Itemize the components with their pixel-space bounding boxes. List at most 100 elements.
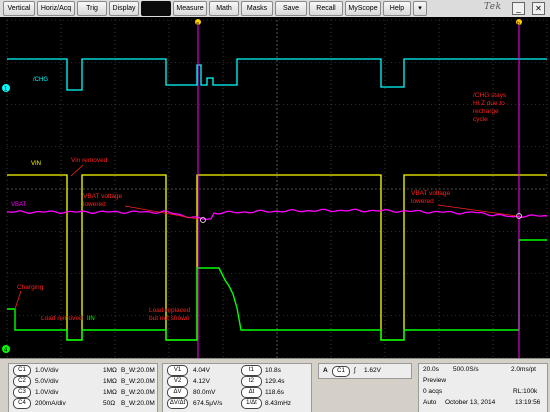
cursor-tag: 1/Δt bbox=[241, 398, 262, 409]
menu-dropdown-icon[interactable]: ▾ bbox=[413, 1, 427, 16]
menu-math[interactable]: Math bbox=[209, 1, 239, 16]
channel-row[interactable]: C2 5.0V/div 1MΩ B_W:20.0M bbox=[13, 376, 155, 387]
annotation-vbat-lowered-2: VBAT voltage bbox=[411, 190, 451, 197]
channel-bandwidth: B_W:20.0M bbox=[121, 400, 155, 407]
cursor-value: 4.04V bbox=[193, 367, 210, 374]
annotation-charging-arrow bbox=[14, 290, 22, 310]
ch3-vbat-trace bbox=[6, 208, 548, 220]
acquisition-count: 0 acqs bbox=[423, 388, 443, 395]
ch4-marker-label: 4 bbox=[4, 348, 8, 354]
menu-vertical[interactable]: Vertical bbox=[3, 1, 35, 16]
channel-row[interactable]: C3 1.0V/div 1MΩ B_W:20.0M bbox=[13, 387, 155, 398]
cursor-value: 8.43mHz bbox=[265, 400, 292, 407]
ch1-label: /CHG bbox=[33, 77, 48, 83]
cursor-value: 4.12V bbox=[193, 378, 210, 385]
ch1-chg-trace bbox=[7, 58, 547, 91]
menu-help[interactable]: Help bbox=[383, 1, 411, 16]
channel-scale: 200mA/div bbox=[35, 400, 66, 407]
cursor-b-handle-icon bbox=[516, 19, 522, 25]
close-icon[interactable]: ✕ bbox=[532, 2, 545, 15]
trigger-level: 1.62V bbox=[364, 367, 381, 374]
cursor-readout-row: ΔV/Δt 674.5μV/s 1/Δt 8.43mHz bbox=[167, 398, 291, 409]
ch1-ground-marker-icon bbox=[2, 84, 10, 92]
menu-trigger[interactable]: Trig bbox=[77, 1, 107, 16]
cursor-a-handle-icon bbox=[195, 19, 201, 25]
menu-bar: Vertical Horiz/Acq Trig Display Cursors … bbox=[0, 0, 550, 18]
channel-bandwidth: B_W:20.0M bbox=[121, 378, 155, 385]
readout-panel: C1 1.0V/div 1MΩ B_W:20.0M C2 5.0V/div 1M… bbox=[0, 358, 550, 412]
trigger-source: C1 bbox=[332, 366, 350, 377]
menu-measure[interactable]: Measure bbox=[173, 1, 207, 16]
menu-display[interactable]: Display bbox=[109, 1, 139, 16]
channel-row[interactable]: C1 1.0V/div 1MΩ B_W:20.0M bbox=[13, 365, 155, 376]
channel-scale: 1.0V/div bbox=[35, 367, 59, 374]
cursor-tag: t1 bbox=[241, 365, 262, 376]
menu-horiz-acq[interactable]: Horiz/Acq bbox=[37, 1, 75, 16]
channel-impedance: 1MΩ bbox=[103, 389, 117, 396]
cursor-tag: V2 bbox=[167, 376, 188, 387]
trigger-readout[interactable]: A C1 ∫ 1.62V bbox=[318, 363, 412, 379]
minimize-icon[interactable]: _ bbox=[512, 2, 525, 15]
cursor-a-point-icon bbox=[200, 217, 206, 223]
channel-impedance: 1MΩ bbox=[103, 367, 117, 374]
acquisition-time: 13:19:56 bbox=[515, 399, 541, 406]
acquisition-date: October 13, 2014 bbox=[445, 399, 496, 406]
cursor-value: 674.5μV/s bbox=[193, 400, 223, 407]
cursor-tag: ΔV bbox=[167, 387, 188, 398]
annotation-charging: Charging bbox=[17, 284, 44, 291]
acquisition-state: Preview bbox=[423, 377, 447, 384]
menu-save[interactable]: Save bbox=[275, 1, 307, 16]
menu-recall[interactable]: Recall bbox=[309, 1, 343, 16]
annotation-load-replaced: but not shown bbox=[149, 315, 190, 322]
trigger-mode: Auto bbox=[423, 399, 437, 406]
channel-impedance: 1MΩ bbox=[103, 378, 117, 385]
menu-cursors[interactable]: Cursors bbox=[141, 1, 171, 16]
cursor-value: 10.8s bbox=[265, 367, 281, 374]
trigger-slope-icon: ∫ bbox=[354, 367, 356, 374]
menu-myscope[interactable]: MyScope bbox=[345, 1, 381, 16]
timebase: 20.0s bbox=[423, 366, 439, 373]
annotation-chg-hiz: recharge bbox=[473, 108, 499, 115]
channel-bandwidth: B_W:20.0M bbox=[121, 389, 155, 396]
cursor-readout-panel: V1 4.04V t1 10.8s V2 4.12V t2 129.4s ΔV … bbox=[162, 363, 312, 412]
sample-rate: 500.0S/s bbox=[453, 366, 479, 373]
cursor-value: 129.4s bbox=[265, 378, 285, 385]
annotation-vbat-arrow-2 bbox=[437, 204, 518, 217]
ch1-marker-label: 1 bbox=[4, 87, 8, 93]
annotation-chg-hiz: cycle bbox=[473, 116, 488, 123]
menu-masks[interactable]: Masks bbox=[241, 1, 273, 16]
annotation-vin-removed: Vin removed bbox=[71, 157, 108, 164]
tek-logo: Tek bbox=[484, 2, 502, 12]
channel-scale: 5.0V/div bbox=[35, 378, 59, 385]
cursor-tag: t2 bbox=[241, 376, 262, 387]
ch3-label: VBAT bbox=[11, 202, 27, 208]
cursor-readout-row: V2 4.12V t2 129.4s bbox=[167, 376, 285, 387]
cursor-readout-row: V1 4.04V t1 10.8s bbox=[167, 365, 281, 376]
annotation-vbat-lowered-2: lowered bbox=[411, 198, 434, 205]
cursor-value: 80.0mV bbox=[193, 389, 216, 396]
ch4-ground-marker-icon bbox=[2, 345, 10, 353]
annotation-vbat-lowered-1: lowered bbox=[83, 201, 106, 208]
annotation-load-replaced: Load replaced bbox=[149, 307, 191, 314]
cursor-tag: ΔV/Δt bbox=[167, 398, 188, 409]
channel-tag: C4 bbox=[13, 398, 31, 409]
channel-tag: C1 bbox=[13, 365, 31, 376]
cursor-tag: Δt bbox=[241, 387, 262, 398]
channel-impedance: 50Ω bbox=[103, 400, 116, 407]
channel-tag: C3 bbox=[13, 387, 31, 398]
channel-row[interactable]: C4 200mA/div 50Ω B_W:20.0M bbox=[13, 398, 155, 409]
annotation-vbat-lowered-1: VBAT voltage bbox=[83, 193, 123, 200]
annotation-load-removed: Load removed bbox=[41, 315, 83, 322]
trigger-mode-icon: A bbox=[323, 367, 328, 374]
waveform-display: a b 1 4/CHG VIN VBAT IIN/CHG stays Hi Z due to r… bbox=[0, 17, 550, 359]
annotation-vbat-arrow-1 bbox=[124, 205, 199, 220]
ch2-label: VIN bbox=[31, 161, 41, 167]
cursor-tag: V1 bbox=[167, 365, 188, 376]
annotation-chg-hiz: Hi Z due to bbox=[473, 100, 505, 107]
channel-bandwidth: B_W:20.0M bbox=[121, 367, 155, 374]
cursor-b-label: b bbox=[517, 21, 520, 27]
cursor-readout-row: ΔV 80.0mV Δt 118.6s bbox=[167, 387, 284, 398]
acquisition-panel[interactable]: 20.0s 500.0S/s 2.0ms/pt Preview 0 acqs R… bbox=[418, 363, 548, 412]
